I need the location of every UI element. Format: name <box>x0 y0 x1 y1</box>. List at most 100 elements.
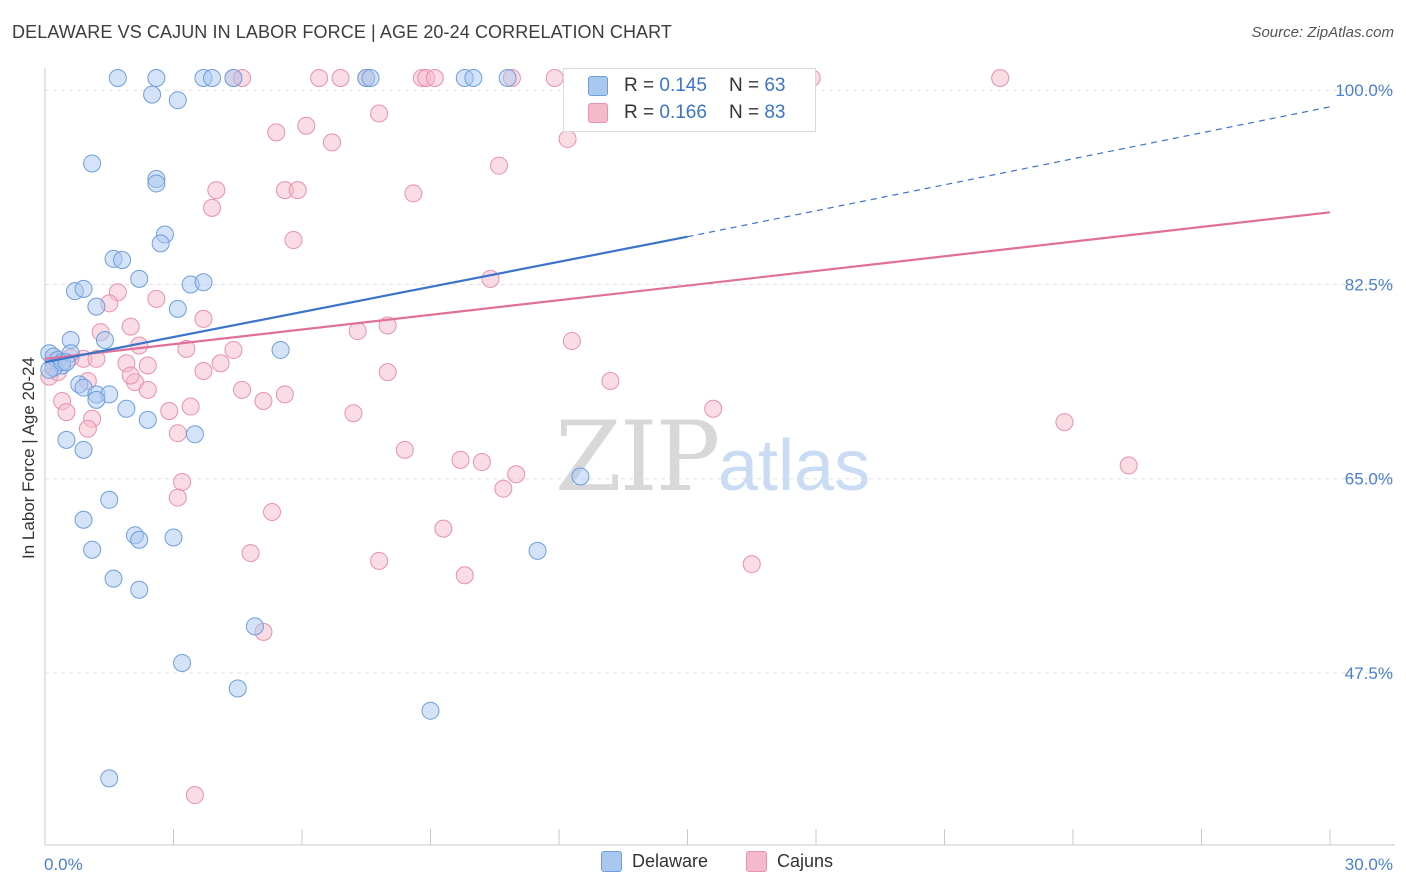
delaware-point <box>361 68 380 87</box>
cajuns-point <box>185 786 204 805</box>
delaware-point <box>147 68 166 87</box>
series-legend: Delaware Cajuns <box>0 851 1406 877</box>
cajuns-point <box>121 366 140 385</box>
delaware-point <box>271 340 290 359</box>
cajuns-point <box>203 198 222 217</box>
cajuns-point <box>370 104 389 123</box>
cajuns-point <box>121 317 140 336</box>
cajuns-point <box>263 503 282 521</box>
cajuns-legend-swatch <box>746 851 767 872</box>
delaware-n-label: N = <box>728 75 760 96</box>
delaware-point <box>130 530 149 549</box>
cajuns-r-label: R = <box>624 102 655 123</box>
watermark-atlas: atlas <box>718 426 870 506</box>
cajuns-point <box>404 184 423 203</box>
delaware-point <box>151 234 170 253</box>
delaware-point <box>528 541 547 560</box>
delaware-point <box>130 269 149 288</box>
delaware-point <box>571 467 590 486</box>
cajuns-point <box>370 551 389 570</box>
delaware-point <box>87 297 106 316</box>
delaware-point <box>117 399 136 418</box>
delaware-point <box>83 540 102 559</box>
cajuns-point <box>177 339 196 358</box>
delaware-point <box>87 390 106 409</box>
stats-legend: R = 0.145 N = 63 R = 0.166 N = 83 <box>563 68 816 132</box>
delaware-points <box>40 68 590 788</box>
cajuns-point <box>78 419 97 438</box>
y-tick-label: 47.5% <box>1345 664 1393 683</box>
cajuns-n-label: N = <box>728 102 760 123</box>
delaware-point <box>164 528 183 547</box>
delaware-trend-line <box>44 235 688 364</box>
cajuns-point <box>168 488 187 507</box>
legend-item-cajuns[interactable]: Cajuns <box>746 851 833 872</box>
axes <box>44 68 1395 846</box>
delaware-point <box>245 617 264 636</box>
cajuns-point <box>395 440 414 459</box>
cajuns-point <box>138 356 157 375</box>
y-axis-label: In Labor Force | Age 20-24 <box>19 357 38 559</box>
cajuns-point <box>160 401 179 420</box>
trend-lines <box>44 106 1331 364</box>
cajuns-point <box>331 68 350 87</box>
cajuns-n-value: 83 <box>764 102 786 123</box>
cajuns-point <box>57 403 76 422</box>
cajuns-point <box>194 309 213 328</box>
cajuns-point <box>147 289 166 308</box>
watermark-zip: ZIP <box>555 401 718 513</box>
x-tick-label: 30.0% <box>1345 855 1393 874</box>
cajuns-point <box>138 380 157 399</box>
delaware-point <box>130 580 149 599</box>
delaware-swatch <box>588 76 608 96</box>
delaware-r-label: R = <box>624 75 655 96</box>
delaware-point <box>168 91 187 110</box>
cajuns-point <box>211 354 230 373</box>
cajuns-point <box>490 156 509 175</box>
cajuns-point <box>181 397 200 416</box>
cajuns-point <box>378 363 397 382</box>
delaware-point <box>95 330 114 349</box>
cajuns-point <box>434 519 453 538</box>
cajuns-point <box>545 68 564 87</box>
delaware-point <box>185 425 204 444</box>
cajuns-point <box>348 322 367 341</box>
cajuns-point <box>344 404 363 423</box>
delaware-point <box>100 769 119 788</box>
cajuns-point <box>601 372 620 391</box>
source-label: Source: ZipAtlas.com <box>1251 24 1394 41</box>
cajuns-point <box>455 566 474 585</box>
cajuns-point <box>494 479 513 498</box>
cajuns-trend-line <box>44 211 1331 360</box>
cajuns-point <box>322 133 341 152</box>
cajuns-point <box>1055 413 1074 432</box>
cajuns-point <box>168 424 187 443</box>
delaware-point <box>100 490 119 509</box>
delaware-legend-label: Delaware <box>632 851 709 871</box>
cajuns-point <box>241 544 260 563</box>
delaware-point <box>138 410 157 429</box>
cajuns-legend-label: Cajuns <box>777 851 834 871</box>
delaware-point <box>168 299 187 318</box>
cajuns-point <box>254 392 273 410</box>
cajuns-r-value: 0.166 <box>659 102 707 123</box>
chart-title: DELAWARE VS CAJUN IN LABOR FORCE | AGE 2… <box>12 22 673 42</box>
y-tick-label: 65.0% <box>1345 470 1393 489</box>
cajuns-point <box>1119 456 1138 475</box>
delaware-point <box>74 440 93 459</box>
legend-row-delaware: R = 0.145 N = 63 <box>588 73 785 99</box>
delaware-point <box>228 679 247 698</box>
delaware-legend-swatch <box>601 851 622 872</box>
delaware-n-value: 63 <box>764 75 786 96</box>
cajuns-point <box>558 130 577 149</box>
delaware-point <box>83 154 102 173</box>
legend-item-delaware[interactable]: Delaware <box>601 851 708 872</box>
delaware-point <box>57 430 76 449</box>
delaware-point <box>498 68 517 87</box>
tick-labels: 47.5% 65.0% 82.5% 100.0% 0.0% 30.0% <box>44 81 1393 874</box>
delaware-point <box>147 174 166 193</box>
cajuns-point <box>507 465 526 484</box>
cajuns-point <box>742 555 761 574</box>
cajuns-point <box>267 123 286 142</box>
